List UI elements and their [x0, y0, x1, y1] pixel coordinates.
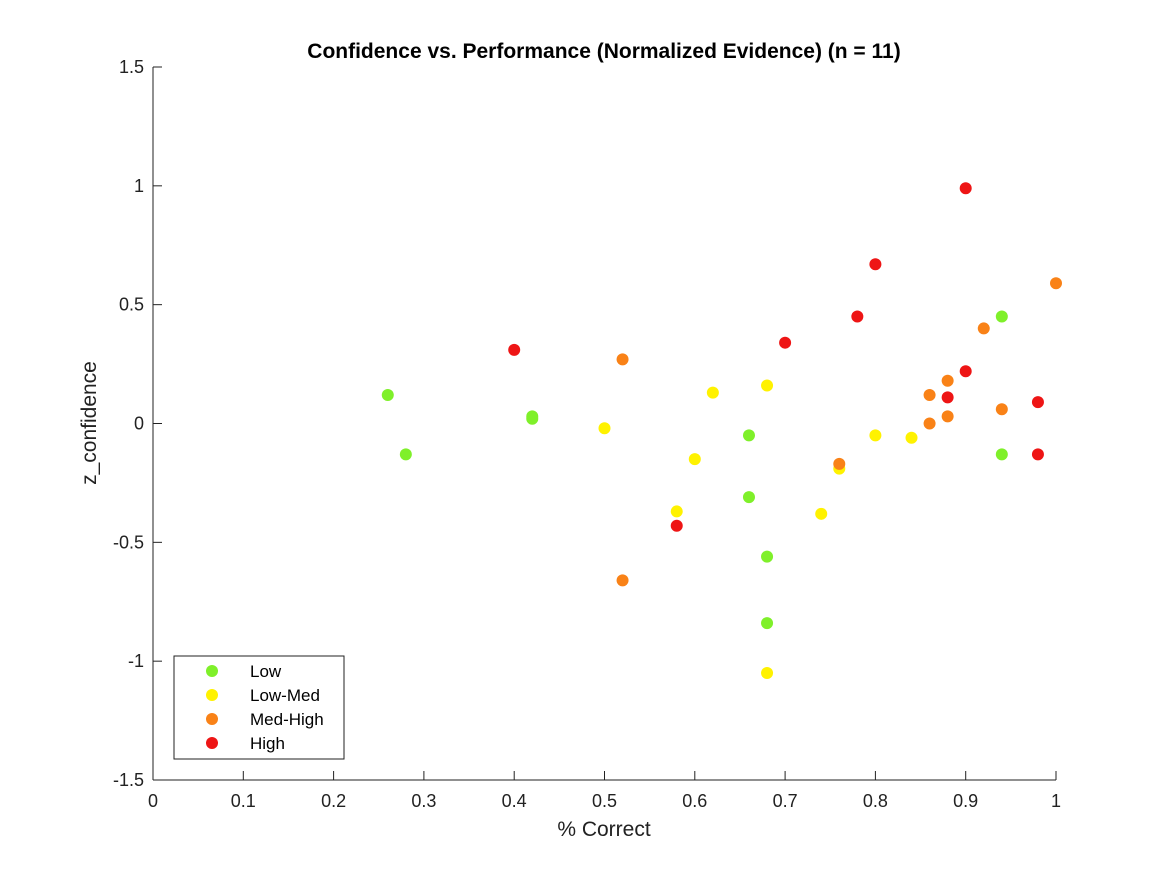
data-point-high	[1031, 396, 1044, 409]
legend-marker	[206, 737, 218, 749]
data-point-med-high	[616, 353, 629, 366]
data-point-low	[761, 617, 774, 630]
chart-title: Confidence vs. Performance (Normalized E…	[307, 40, 900, 63]
data-point-low-med	[598, 422, 611, 435]
y-tick-label: 1	[134, 176, 144, 196]
y-tick-label: -0.5	[113, 532, 144, 552]
legend: Low Low-Med Med-High High	[173, 655, 345, 760]
y-tick-label: 0.5	[119, 295, 144, 315]
data-point-low-med	[670, 505, 683, 518]
x-tick-label: 0.1	[231, 791, 256, 811]
y-tick-label: 1.5	[119, 57, 144, 77]
data-point-low-med	[706, 386, 719, 399]
data-point-high	[941, 391, 954, 404]
data-point-med-high	[995, 403, 1008, 416]
data-point-low-med	[905, 431, 918, 444]
legend-marker	[206, 665, 218, 677]
data-point-med-high	[923, 417, 936, 430]
data-point-high	[959, 182, 972, 195]
x-tick-label: 0.5	[592, 791, 617, 811]
data-point-high	[779, 336, 792, 349]
x-tick-label: 0.8	[863, 791, 888, 811]
legend-marker	[206, 713, 218, 725]
data-point-med-high	[977, 322, 990, 335]
x-tick-label: 0.7	[773, 791, 798, 811]
legend-box	[173, 655, 345, 760]
data-point-high	[959, 365, 972, 378]
data-point-med-high	[941, 374, 954, 387]
legend-entry: Low	[250, 662, 282, 681]
x-tick-label: 0.6	[682, 791, 707, 811]
data-point-low	[399, 448, 412, 461]
data-point-low	[995, 310, 1008, 323]
legend-entry: Low-Med	[250, 686, 320, 705]
legend-entry: Med-High	[250, 710, 324, 729]
y-tick-label: -1	[128, 651, 144, 671]
data-point-med-high	[833, 457, 846, 470]
data-point-low	[526, 412, 539, 425]
data-point-low	[995, 448, 1008, 461]
data-point-low-med	[815, 507, 828, 520]
data-point-low-med	[869, 429, 882, 442]
data-point-med-high	[923, 388, 936, 401]
x-axis-label: % Correct	[557, 818, 651, 841]
data-point-med-high	[616, 574, 629, 587]
data-point-med-high	[1050, 277, 1062, 290]
data-point-low	[761, 550, 774, 563]
data-point-low	[742, 491, 755, 504]
data-points	[381, 182, 1062, 680]
data-point-low-med	[761, 379, 774, 392]
data-point-high	[851, 310, 864, 323]
x-tick-label: 0.2	[321, 791, 346, 811]
y-tick-label: 0	[134, 414, 144, 434]
data-point-high	[1031, 448, 1044, 461]
legend-entry: High	[250, 734, 285, 753]
data-point-low	[381, 388, 394, 401]
data-point-low-med	[761, 667, 774, 680]
y-tick-label: -1.5	[113, 770, 144, 790]
data-point-med-high	[941, 410, 954, 423]
axes: 0 0.1 0.2 0.3 0.4 0.5 0.6 0.7 0.8 0.9 1 -1.5 -1 -0.5 0…	[113, 57, 1061, 811]
data-point-low-med	[688, 453, 701, 466]
x-tick-label: 1	[1051, 791, 1061, 811]
x-tick-label: 0.9	[953, 791, 978, 811]
x-tick-label: 0.4	[502, 791, 527, 811]
data-point-high	[508, 343, 521, 356]
x-tick-label: 0.3	[411, 791, 436, 811]
y-axis-label: z_confidence	[78, 361, 101, 485]
data-point-high	[869, 258, 882, 271]
x-tick-label: 0	[148, 791, 158, 811]
data-point-high	[670, 519, 683, 532]
legend-marker	[206, 689, 218, 701]
data-point-low	[742, 429, 755, 442]
